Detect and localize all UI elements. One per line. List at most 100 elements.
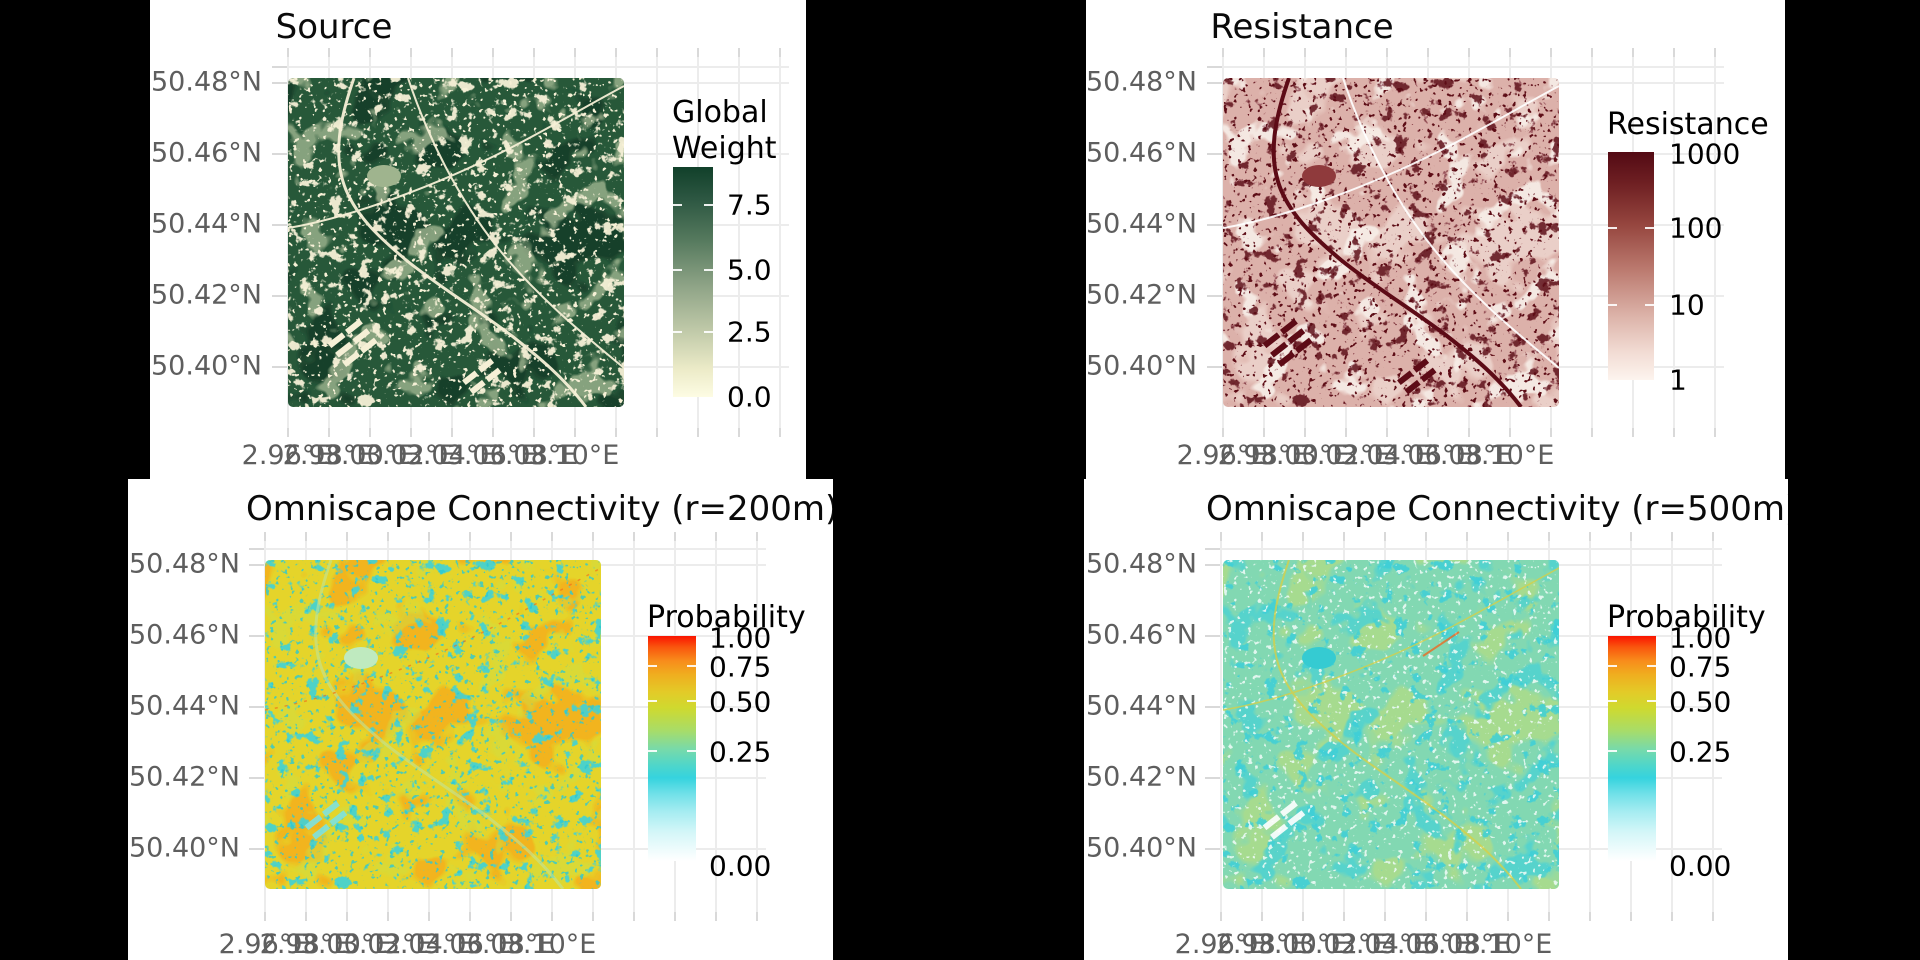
colorbar-tick-label: 2.5 [727,315,772,349]
x-axis-tick-label: 3.00°E [1256,929,1348,960]
panel-title-resistance: Resistance [1210,7,1394,47]
x-axis-tick-label: 3.10°E [528,440,620,471]
x-axis-tick-label: 3.02°E [1297,929,1389,960]
x-axis-ticks-bottom [264,912,766,921]
connectivity-500-map-raster [1223,560,1559,889]
y-axis-tick-label: 50.48°N [151,66,262,98]
colorbar-tick-label: 0.00 [1669,849,1732,883]
x-axis-tick-label: 2.98°E [1217,440,1309,471]
colorbar-probability [648,636,696,861]
x-axis-ticks-bottom [1222,428,1724,437]
x-axis-tick-label: 3.02°E [364,440,456,471]
y-axis-tick-label: 50.40°N [151,350,262,382]
panel-title-connectivity-200: Omniscape Connectivity (r=200m) [246,489,833,529]
colorbar-tick-label: 100 [1669,211,1723,245]
colorbar-tick-label: 1000 [1669,137,1741,171]
x-axis-labels: 2.96°E 2.98°E 3.00°E 3.02°E 3.04°E 3.06°E 3.08… [242,440,789,471]
colorbar-tick-label: 1.00 [1669,621,1732,655]
x-axis-tick-label: 2.98°E [282,440,374,471]
colorbar-tick-label: 7.5 [727,188,772,222]
x-axis-tick-label: 3.10°E [1463,440,1555,471]
x-axis-tick-label: 2.96°E [1174,929,1266,960]
colorbar-tick-label: 0.0 [727,380,772,414]
y-axis-tick-label: 50.42°N [1086,761,1197,793]
x-axis-tick-label: 2.96°E [241,440,333,471]
x-axis-tick-label: 3.00°E [1258,440,1350,471]
colorbar-tick-label: 0.75 [709,650,772,684]
x-axis-labels: 2.96°E 2.98°E 3.00°E 3.02°E 3.04°E 3.06°E 3.08… [1175,929,1722,960]
y-axis-labels: 50.48°N 50.46°N 50.44°N 50.42°N 50.40°N [129,549,240,864]
x-axis-tick-label: 2.96°E [218,929,310,960]
y-axis-tick-label: 50.42°N [129,761,240,793]
x-axis-tick-label: 3.04°E [405,440,497,471]
x-axis-tick-label: 3.10°E [505,929,597,960]
x-axis-ticks-top [1222,48,1724,57]
y-axis-tick-label: 50.48°N [1086,548,1197,580]
colorbar-tick-label: 0.50 [1669,685,1732,719]
y-axis-tick-label: 50.48°N [129,548,240,580]
x-axis-tick-label: 3.08°E [1420,929,1512,960]
legend-resistance: Resistance 1000 100 10 1 [1607,107,1785,407]
colorbar-tick-label: 10 [1669,288,1705,322]
x-axis-tick-label: 3.10°E [1461,929,1553,960]
colorbar-tick-label: 1.00 [709,621,772,655]
y-axis-tick-label: 50.46°N [129,619,240,651]
panel-connectivity-200: Omniscape Connectivity (r=200m) [128,479,833,960]
x-axis-ticks-bottom [1220,912,1722,921]
y-axis-labels: 50.48°N 50.46°N 50.44°N 50.42°N 50.40°N [1086,67,1197,382]
x-axis-tick-label: 3.08°E [1422,440,1514,471]
x-axis-tick-label: 3.06°E [423,929,515,960]
legend-title: Resistance [1607,107,1769,142]
y-axis-tick-label: 50.40°N [1086,350,1197,382]
legend-title: Global Weight [672,95,777,166]
panel-connectivity-500: Omniscape Connectivity (r=500m) [1084,479,1788,960]
colorbar-resistance [1608,152,1654,380]
x-axis-ticks-top [287,48,789,57]
x-axis-tick-label: 3.08°E [487,440,579,471]
panel-title-connectivity-500: Omniscape Connectivity (r=500m) [1206,489,1788,529]
colorbar-probability [1608,636,1656,861]
y-axis-tick-label: 50.42°N [1086,279,1197,311]
colorbar-tick-label: 1 [1669,363,1687,397]
x-axis-labels: 2.96°E 2.98°E 3.00°E 3.02°E 3.04°E 3.06°E 3.08… [219,929,766,960]
x-axis-tick-label: 3.06°E [1379,929,1471,960]
y-axis-tick-label: 50.40°N [129,832,240,864]
colorbar-tick-label: 0.25 [709,735,772,769]
y-axis-labels: 50.48°N 50.46°N 50.44°N 50.42°N 50.40°N [151,67,262,382]
y-axis-tick-label: 50.40°N [1086,832,1197,864]
connectivity-200-map-raster [265,560,601,889]
panel-title-source: Source [275,7,393,47]
y-axis-ticks [1205,541,1220,912]
panel-source: Source [150,0,806,479]
x-axis-tick-label: 3.02°E [341,929,433,960]
colorbar-tick-label: 0.00 [709,849,772,883]
x-axis-tick-label: 3.04°E [382,929,474,960]
legend-title: Probability [647,600,806,635]
legend-title: Probability [1607,600,1766,635]
y-axis-tick-label: 50.44°N [129,690,240,722]
y-axis-tick-label: 50.46°N [1086,137,1197,169]
y-axis-tick-label: 50.44°N [1086,690,1197,722]
resistance-map-raster [1223,78,1559,407]
y-axis-tick-label: 50.44°N [1086,208,1197,240]
x-axis-tick-label: 2.96°E [1176,440,1268,471]
x-axis-tick-label: 2.98°E [1215,929,1307,960]
y-axis-tick-label: 50.46°N [1086,619,1197,651]
y-axis-ticks [1207,57,1222,428]
colorbar-tick-label: 0.75 [1669,650,1732,684]
x-axis-ticks-bottom [287,428,789,437]
x-axis-tick-label: 3.08°E [464,929,556,960]
y-axis-tick-label: 50.48°N [1086,66,1197,98]
x-axis-tick-label: 3.04°E [1338,929,1430,960]
x-axis-ticks-top [264,532,766,541]
x-axis-tick-label: 3.06°E [1381,440,1473,471]
x-axis-tick-label: 3.06°E [446,440,538,471]
x-axis-tick-label: 2.98°E [259,929,351,960]
legend-global-weight: Global Weight 7.5 5.0 2.5 0.0 [672,95,802,415]
x-axis-labels: 2.96°E 2.98°E 3.00°E 3.02°E 3.04°E 3.06°E 3.08… [1177,440,1724,471]
y-axis-tick-label: 50.44°N [151,208,262,240]
y-axis-tick-label: 50.42°N [151,279,262,311]
legend-probability-200: Probability 1.00 0.75 0.50 0.25 0.00 [647,600,829,900]
x-axis-tick-label: 3.00°E [300,929,392,960]
y-axis-ticks [272,57,287,428]
